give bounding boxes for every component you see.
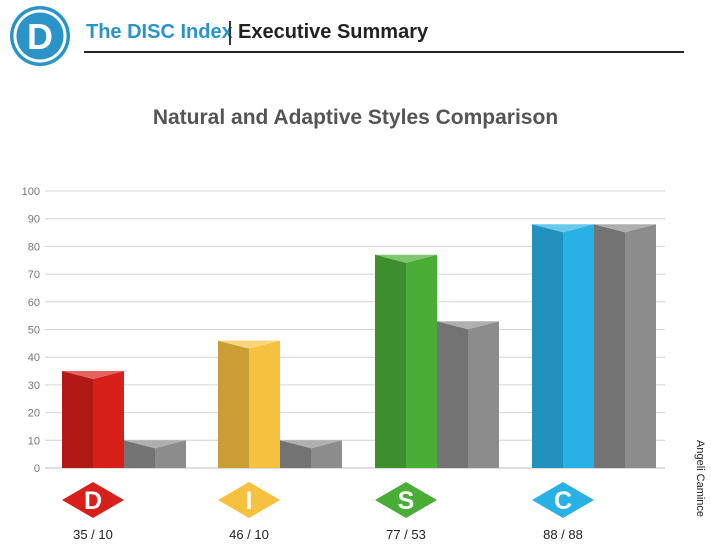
value-label: 88 / 88	[543, 527, 583, 542]
y-tick-label: 20	[28, 408, 40, 420]
y-tick-label: 90	[28, 214, 40, 226]
y-tick-label: 80	[28, 241, 40, 253]
bar-adaptive-c	[594, 224, 656, 468]
category-label: S	[398, 487, 415, 515]
y-tick-label: 30	[28, 380, 40, 392]
bar-adaptive-d	[124, 440, 186, 468]
category-badge-d	[62, 482, 124, 518]
bar-natural-d	[62, 371, 124, 468]
bar-natural-c	[532, 224, 594, 468]
logo-letter: D	[27, 16, 53, 57]
value-label: 35 / 10	[73, 527, 113, 542]
y-tick-label: 50	[28, 325, 40, 337]
brand-title: The DISC Index	[86, 21, 233, 43]
y-tick-label: 60	[28, 297, 40, 309]
y-tick-label: 70	[28, 269, 40, 281]
bar-adaptive-i	[280, 440, 342, 468]
header-rule	[84, 51, 684, 53]
category-badge-c	[532, 482, 594, 518]
y-tick-label: 10	[28, 435, 40, 447]
bar-natural-i	[218, 340, 280, 468]
header: D The DISC Index Executive Summary	[0, 0, 711, 70]
bar-adaptive-s	[437, 321, 499, 468]
category-label: D	[84, 487, 102, 515]
value-label: 46 / 10	[229, 527, 269, 542]
author-name: Angeli Camince	[694, 440, 706, 518]
disc-logo-icon: D	[10, 6, 70, 66]
category-badge-i	[218, 482, 280, 518]
category-badge-s	[375, 482, 437, 518]
y-tick-label: 100	[22, 186, 40, 198]
section-title: Executive Summary	[238, 21, 429, 43]
bar-natural-s	[375, 254, 437, 468]
title-separator	[229, 21, 231, 45]
value-label: 77 / 53	[386, 527, 426, 542]
y-tick-label: 0	[34, 463, 40, 475]
chart-title: Natural and Adaptive Styles Comparison	[152, 106, 559, 129]
category-label: C	[554, 487, 572, 515]
y-tick-label: 40	[28, 352, 40, 364]
category-label: I	[246, 487, 253, 515]
